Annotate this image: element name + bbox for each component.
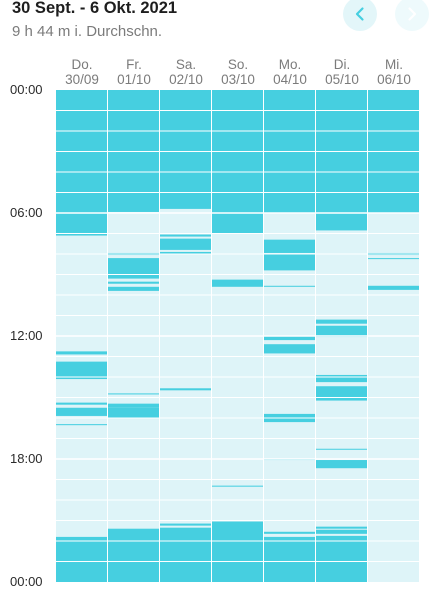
- sleep-segment[interactable]: [160, 527, 211, 582]
- y-axis-label: 18:00: [10, 451, 43, 466]
- sleep-segment[interactable]: [56, 536, 107, 582]
- sleep-segment[interactable]: [160, 238, 211, 250]
- sleep-segment[interactable]: [368, 285, 419, 290]
- sleep-segment[interactable]: [212, 279, 263, 287]
- sleep-segment[interactable]: [316, 526, 367, 529]
- day-label: Sa. 02/10: [160, 57, 212, 87]
- day-label: Di. 05/10: [316, 57, 368, 87]
- sleep-segment[interactable]: [160, 90, 211, 209]
- chevron-left-icon: [355, 7, 364, 21]
- sleep-segment[interactable]: [56, 407, 107, 416]
- sleep-segment[interactable]: [316, 319, 367, 324]
- sleep-segment[interactable]: [56, 233, 107, 236]
- day-label: Mi. 06/10: [368, 57, 420, 87]
- previous-week-button[interactable]: [343, 0, 377, 31]
- sleep-segment[interactable]: [316, 374, 367, 383]
- sleep-segment[interactable]: [160, 388, 211, 391]
- sleep-segment[interactable]: [264, 536, 315, 582]
- day-label: Fr. 01/10: [108, 57, 160, 87]
- sleep-segment[interactable]: [108, 286, 159, 291]
- chevron-right-icon: [408, 7, 417, 21]
- y-axis-label: 00:00: [10, 574, 43, 589]
- sleep-segment[interactable]: [108, 403, 159, 408]
- day-date: 04/10: [273, 72, 307, 87]
- day-date: 06/10: [377, 72, 411, 87]
- sleep-segment[interactable]: [160, 234, 211, 237]
- day-weekday: Di.: [333, 57, 351, 72]
- y-axis-label: 12:00: [10, 328, 43, 343]
- sleep-segment[interactable]: [212, 521, 263, 582]
- sleep-segment[interactable]: [264, 254, 315, 271]
- sleep-segment[interactable]: [56, 424, 107, 426]
- sleep-segment[interactable]: [316, 325, 367, 338]
- sleep-segment[interactable]: [264, 531, 315, 534]
- sleep-segment[interactable]: [160, 523, 211, 526]
- sleep-segment[interactable]: [212, 485, 263, 487]
- day-weekday: Fr.: [126, 57, 142, 72]
- day-date: 01/10: [117, 72, 151, 87]
- sleep-segment[interactable]: [316, 386, 367, 401]
- sleep-segment[interactable]: [212, 90, 263, 234]
- sleep-segment[interactable]: [108, 258, 159, 279]
- sleep-segment[interactable]: [316, 460, 367, 469]
- y-axis-label: 00:00: [10, 82, 43, 97]
- sleep-segment[interactable]: [316, 448, 367, 450]
- sleep-segment[interactable]: [56, 90, 107, 234]
- average-duration-text: 9 h 44 m i. Durchschn.: [12, 23, 163, 40]
- day-weekday: So.: [227, 57, 249, 72]
- week-range-title: 30 Sept. - 6 Okt. 2021: [12, 0, 178, 17]
- sleep-segment[interactable]: [264, 336, 315, 341]
- day-label: Do. 30/09: [56, 57, 108, 87]
- day-weekday: Do.: [71, 57, 93, 72]
- next-week-button[interactable]: [395, 0, 429, 31]
- sleep-segment[interactable]: [316, 90, 367, 231]
- sleep-segment[interactable]: [56, 402, 107, 405]
- day-weekday: Mo.: [278, 57, 302, 72]
- sleep-segment[interactable]: [264, 239, 315, 253]
- day-label: So. 03/10: [212, 57, 264, 87]
- sleep-segment[interactable]: [368, 258, 419, 260]
- sleep-segment[interactable]: [56, 361, 107, 380]
- day-date: 03/10: [221, 72, 255, 87]
- sleep-segment[interactable]: [108, 407, 159, 418]
- sleep-segment[interactable]: [160, 251, 211, 254]
- sleep-segment[interactable]: [108, 528, 159, 582]
- sleep-segment[interactable]: [264, 285, 315, 287]
- sleep-segment[interactable]: [264, 344, 315, 354]
- day-date: 05/10: [325, 72, 359, 87]
- day-weekday: Sa.: [175, 57, 197, 72]
- day-weekday: Mi.: [385, 57, 403, 72]
- day-label: Mo. 04/10: [264, 57, 316, 87]
- y-axis-label: 06:00: [10, 205, 43, 220]
- sleep-segment[interactable]: [316, 529, 367, 534]
- sleep-segment[interactable]: [316, 535, 367, 582]
- sleep-segment[interactable]: [56, 351, 107, 355]
- sleep-segment[interactable]: [108, 393, 159, 395]
- sleep-segment[interactable]: [108, 281, 159, 284]
- day-date: 30/09: [65, 72, 99, 87]
- day-date: 02/10: [169, 72, 203, 87]
